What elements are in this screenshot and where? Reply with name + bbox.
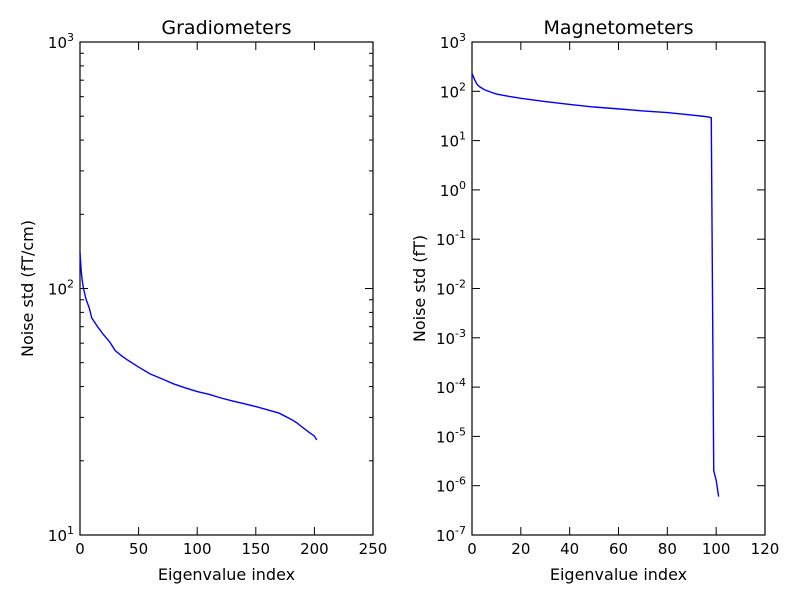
y-tick-exponent: -3 <box>455 327 466 340</box>
x-tick-label: 200 <box>300 540 329 558</box>
x-tick-label: 100 <box>702 540 731 558</box>
y-tick-base: 10 <box>436 379 455 397</box>
x-tick-label: 40 <box>560 540 579 558</box>
x-axis-label: Eigenvalue index <box>158 565 295 584</box>
y-tick-exponent: -1 <box>455 228 466 241</box>
y-tick-exponent: -7 <box>455 524 466 537</box>
y-tick-label: 10-2 <box>436 278 466 299</box>
y-tick-base: 10 <box>436 330 455 348</box>
y-tick-label: 10-1 <box>436 228 466 249</box>
x-tick-label: 20 <box>511 540 530 558</box>
y-tick-base: 10 <box>440 83 459 101</box>
y-tick-label: 103 <box>48 31 74 52</box>
y-tick-base: 10 <box>436 478 455 496</box>
y-tick-exponent: 2 <box>459 80 466 93</box>
y-axis-label: Noise std (fT) <box>410 235 429 342</box>
x-tick-label: 250 <box>359 540 388 558</box>
x-tick-label: 100 <box>183 540 212 558</box>
y-tick-label: 102 <box>440 80 466 101</box>
y-tick-exponent: -6 <box>455 475 466 488</box>
y-tick-label: 10-7 <box>436 524 466 545</box>
y-tick-label: 100 <box>440 179 466 200</box>
y-tick-base: 10 <box>436 281 455 299</box>
gradiometers-panel: Gradiometers Eigenvalue index Noise std (f… <box>18 17 387 584</box>
y-tick-base: 10 <box>436 231 455 249</box>
y-tick-exponent: 1 <box>459 130 466 143</box>
chart-title: Gradiometers <box>161 17 291 39</box>
y-tick-exponent: 0 <box>459 179 466 192</box>
x-tick-label: 150 <box>241 540 270 558</box>
y-tick-exponent: 3 <box>459 31 466 44</box>
plot-frame <box>471 41 766 536</box>
x-axis-label: Eigenvalue index <box>550 565 687 584</box>
x-tick-label: 80 <box>658 540 677 558</box>
y-tick-exponent: 3 <box>67 31 74 44</box>
y-tick-base: 10 <box>436 428 455 446</box>
y-tick-label: 103 <box>440 31 466 52</box>
y-tick-label: 10-6 <box>436 475 466 496</box>
y-tick-base: 10 <box>436 527 455 545</box>
series-line <box>79 252 318 441</box>
y-tick-base: 10 <box>440 182 459 200</box>
y-tick-label: 10-3 <box>436 327 466 348</box>
series-line <box>471 73 720 497</box>
magnetometers-panel: Magnetometers Eigenvalue index Noise std (… <box>410 17 779 584</box>
y-tick-base: 10 <box>440 34 459 52</box>
y-tick-exponent: -4 <box>455 376 466 389</box>
x-tick-label: 50 <box>129 540 148 558</box>
x-tick-label: 120 <box>751 540 780 558</box>
x-tick-label: 0 <box>75 540 85 558</box>
chart-title: Magnetometers <box>544 17 694 39</box>
y-axis-label: Noise std (fT/cm) <box>18 220 37 357</box>
y-tick-label: 102 <box>48 278 74 299</box>
y-tick-base: 10 <box>48 34 67 52</box>
plot-frame <box>79 41 374 536</box>
y-tick-exponent: -2 <box>455 278 466 291</box>
y-tick-label: 10-4 <box>436 376 466 397</box>
y-tick-label: 101 <box>48 524 74 545</box>
y-tick-label: 101 <box>440 130 466 151</box>
y-tick-base: 10 <box>48 281 67 299</box>
y-tick-exponent: -5 <box>455 425 466 438</box>
y-tick-exponent: 2 <box>67 278 74 291</box>
y-tick-exponent: 1 <box>67 524 74 537</box>
x-tick-label: 60 <box>609 540 628 558</box>
y-tick-base: 10 <box>48 527 67 545</box>
y-tick-label: 10-5 <box>436 425 466 446</box>
y-tick-base: 10 <box>440 133 459 151</box>
x-tick-label: 0 <box>467 540 477 558</box>
